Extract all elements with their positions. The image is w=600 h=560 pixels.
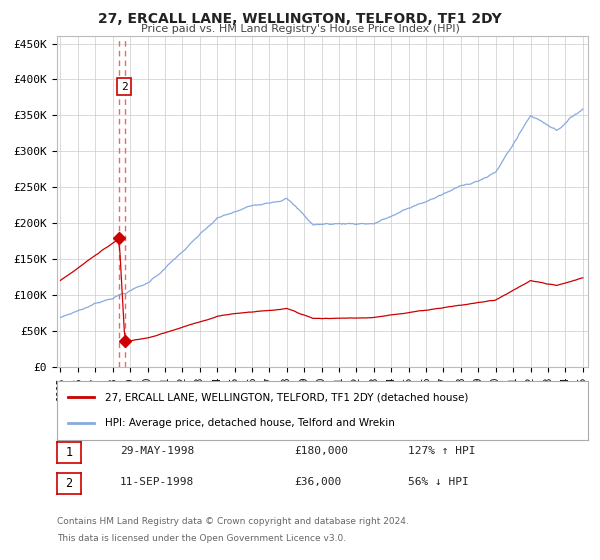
Text: 27, ERCALL LANE, WELLINGTON, TELFORD, TF1 2DY (detached house): 27, ERCALL LANE, WELLINGTON, TELFORD, TF… bbox=[105, 392, 468, 402]
Text: £180,000: £180,000 bbox=[294, 446, 348, 456]
Text: 29-MAY-1998: 29-MAY-1998 bbox=[120, 446, 194, 456]
Text: £36,000: £36,000 bbox=[294, 477, 341, 487]
Text: This data is licensed under the Open Government Licence v3.0.: This data is licensed under the Open Gov… bbox=[57, 534, 346, 543]
Text: HPI: Average price, detached house, Telford and Wrekin: HPI: Average price, detached house, Telf… bbox=[105, 418, 395, 428]
Text: 56% ↓ HPI: 56% ↓ HPI bbox=[408, 477, 469, 487]
Text: 2: 2 bbox=[65, 477, 73, 490]
Text: Price paid vs. HM Land Registry's House Price Index (HPI): Price paid vs. HM Land Registry's House … bbox=[140, 24, 460, 34]
Text: Contains HM Land Registry data © Crown copyright and database right 2024.: Contains HM Land Registry data © Crown c… bbox=[57, 517, 409, 526]
Text: 27, ERCALL LANE, WELLINGTON, TELFORD, TF1 2DY: 27, ERCALL LANE, WELLINGTON, TELFORD, TF… bbox=[98, 12, 502, 26]
Text: 11-SEP-1998: 11-SEP-1998 bbox=[120, 477, 194, 487]
Text: 1: 1 bbox=[65, 446, 73, 459]
Text: 2: 2 bbox=[121, 82, 127, 92]
Text: 127% ↑ HPI: 127% ↑ HPI bbox=[408, 446, 476, 456]
